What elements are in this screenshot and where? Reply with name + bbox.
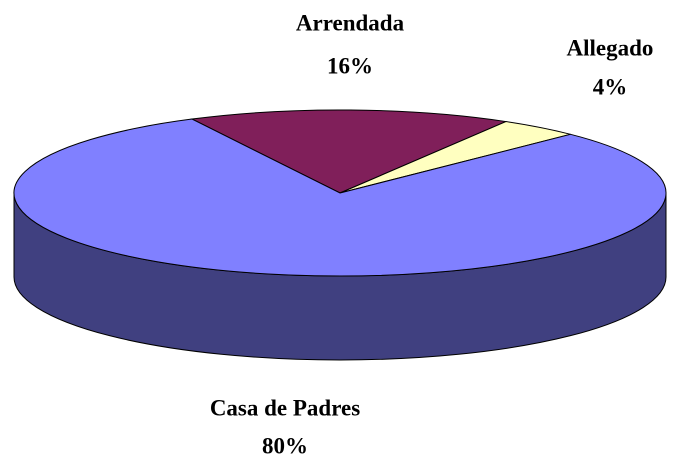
- pie-slice: [13, 118, 667, 277]
- slice-value-label: 4%: [593, 74, 628, 99]
- pie-slice: [190, 109, 508, 194]
- slice-label: Allegado: [567, 35, 654, 60]
- slice-label: Casa de Padres: [210, 395, 360, 420]
- slice-value-label: 80%: [262, 433, 308, 458]
- slice-value-label: 16%: [327, 53, 373, 78]
- slice-label: Arrendada: [296, 10, 405, 35]
